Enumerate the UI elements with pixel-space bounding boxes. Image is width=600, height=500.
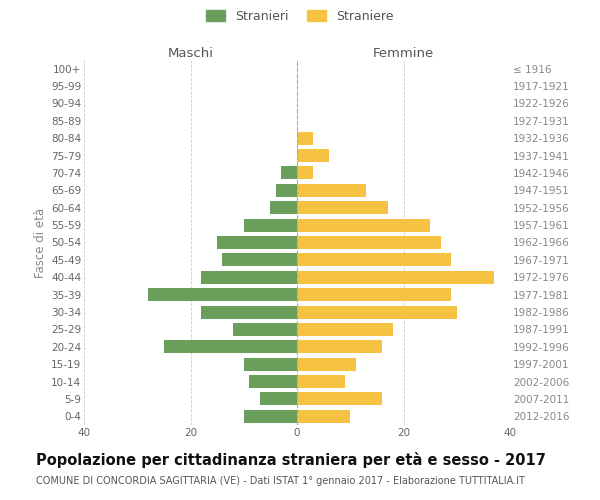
Bar xyxy=(244,218,297,232)
Bar xyxy=(297,306,457,318)
Bar xyxy=(297,270,494,284)
Bar xyxy=(271,201,297,214)
Text: Popolazione per cittadinanza straniera per età e sesso - 2017: Popolazione per cittadinanza straniera p… xyxy=(36,452,546,468)
Text: Maschi: Maschi xyxy=(167,47,214,60)
Bar xyxy=(297,132,313,144)
Bar xyxy=(217,236,297,249)
Bar xyxy=(244,410,297,423)
Bar xyxy=(164,340,297,353)
Y-axis label: Fasce di età: Fasce di età xyxy=(34,208,47,278)
Bar xyxy=(297,340,382,353)
Bar xyxy=(297,288,451,301)
Bar xyxy=(297,218,430,232)
Bar xyxy=(297,184,366,197)
Bar xyxy=(223,254,297,266)
Text: Femmine: Femmine xyxy=(373,47,434,60)
Bar xyxy=(201,270,297,284)
Bar xyxy=(297,236,441,249)
Bar xyxy=(297,392,382,406)
Bar xyxy=(281,166,297,179)
Bar xyxy=(233,323,297,336)
Bar xyxy=(297,166,313,179)
Bar xyxy=(297,323,393,336)
Bar xyxy=(260,392,297,406)
Bar xyxy=(297,201,388,214)
Bar xyxy=(297,149,329,162)
Bar xyxy=(249,375,297,388)
Text: COMUNE DI CONCORDIA SAGITTARIA (VE) - Dati ISTAT 1° gennaio 2017 - Elaborazione : COMUNE DI CONCORDIA SAGITTARIA (VE) - Da… xyxy=(36,476,525,486)
Bar xyxy=(297,254,451,266)
Bar xyxy=(244,358,297,370)
Bar xyxy=(297,410,350,423)
Bar xyxy=(148,288,297,301)
Legend: Stranieri, Straniere: Stranieri, Straniere xyxy=(203,6,397,26)
Bar xyxy=(297,375,345,388)
Bar xyxy=(276,184,297,197)
Bar xyxy=(297,358,356,370)
Bar xyxy=(201,306,297,318)
